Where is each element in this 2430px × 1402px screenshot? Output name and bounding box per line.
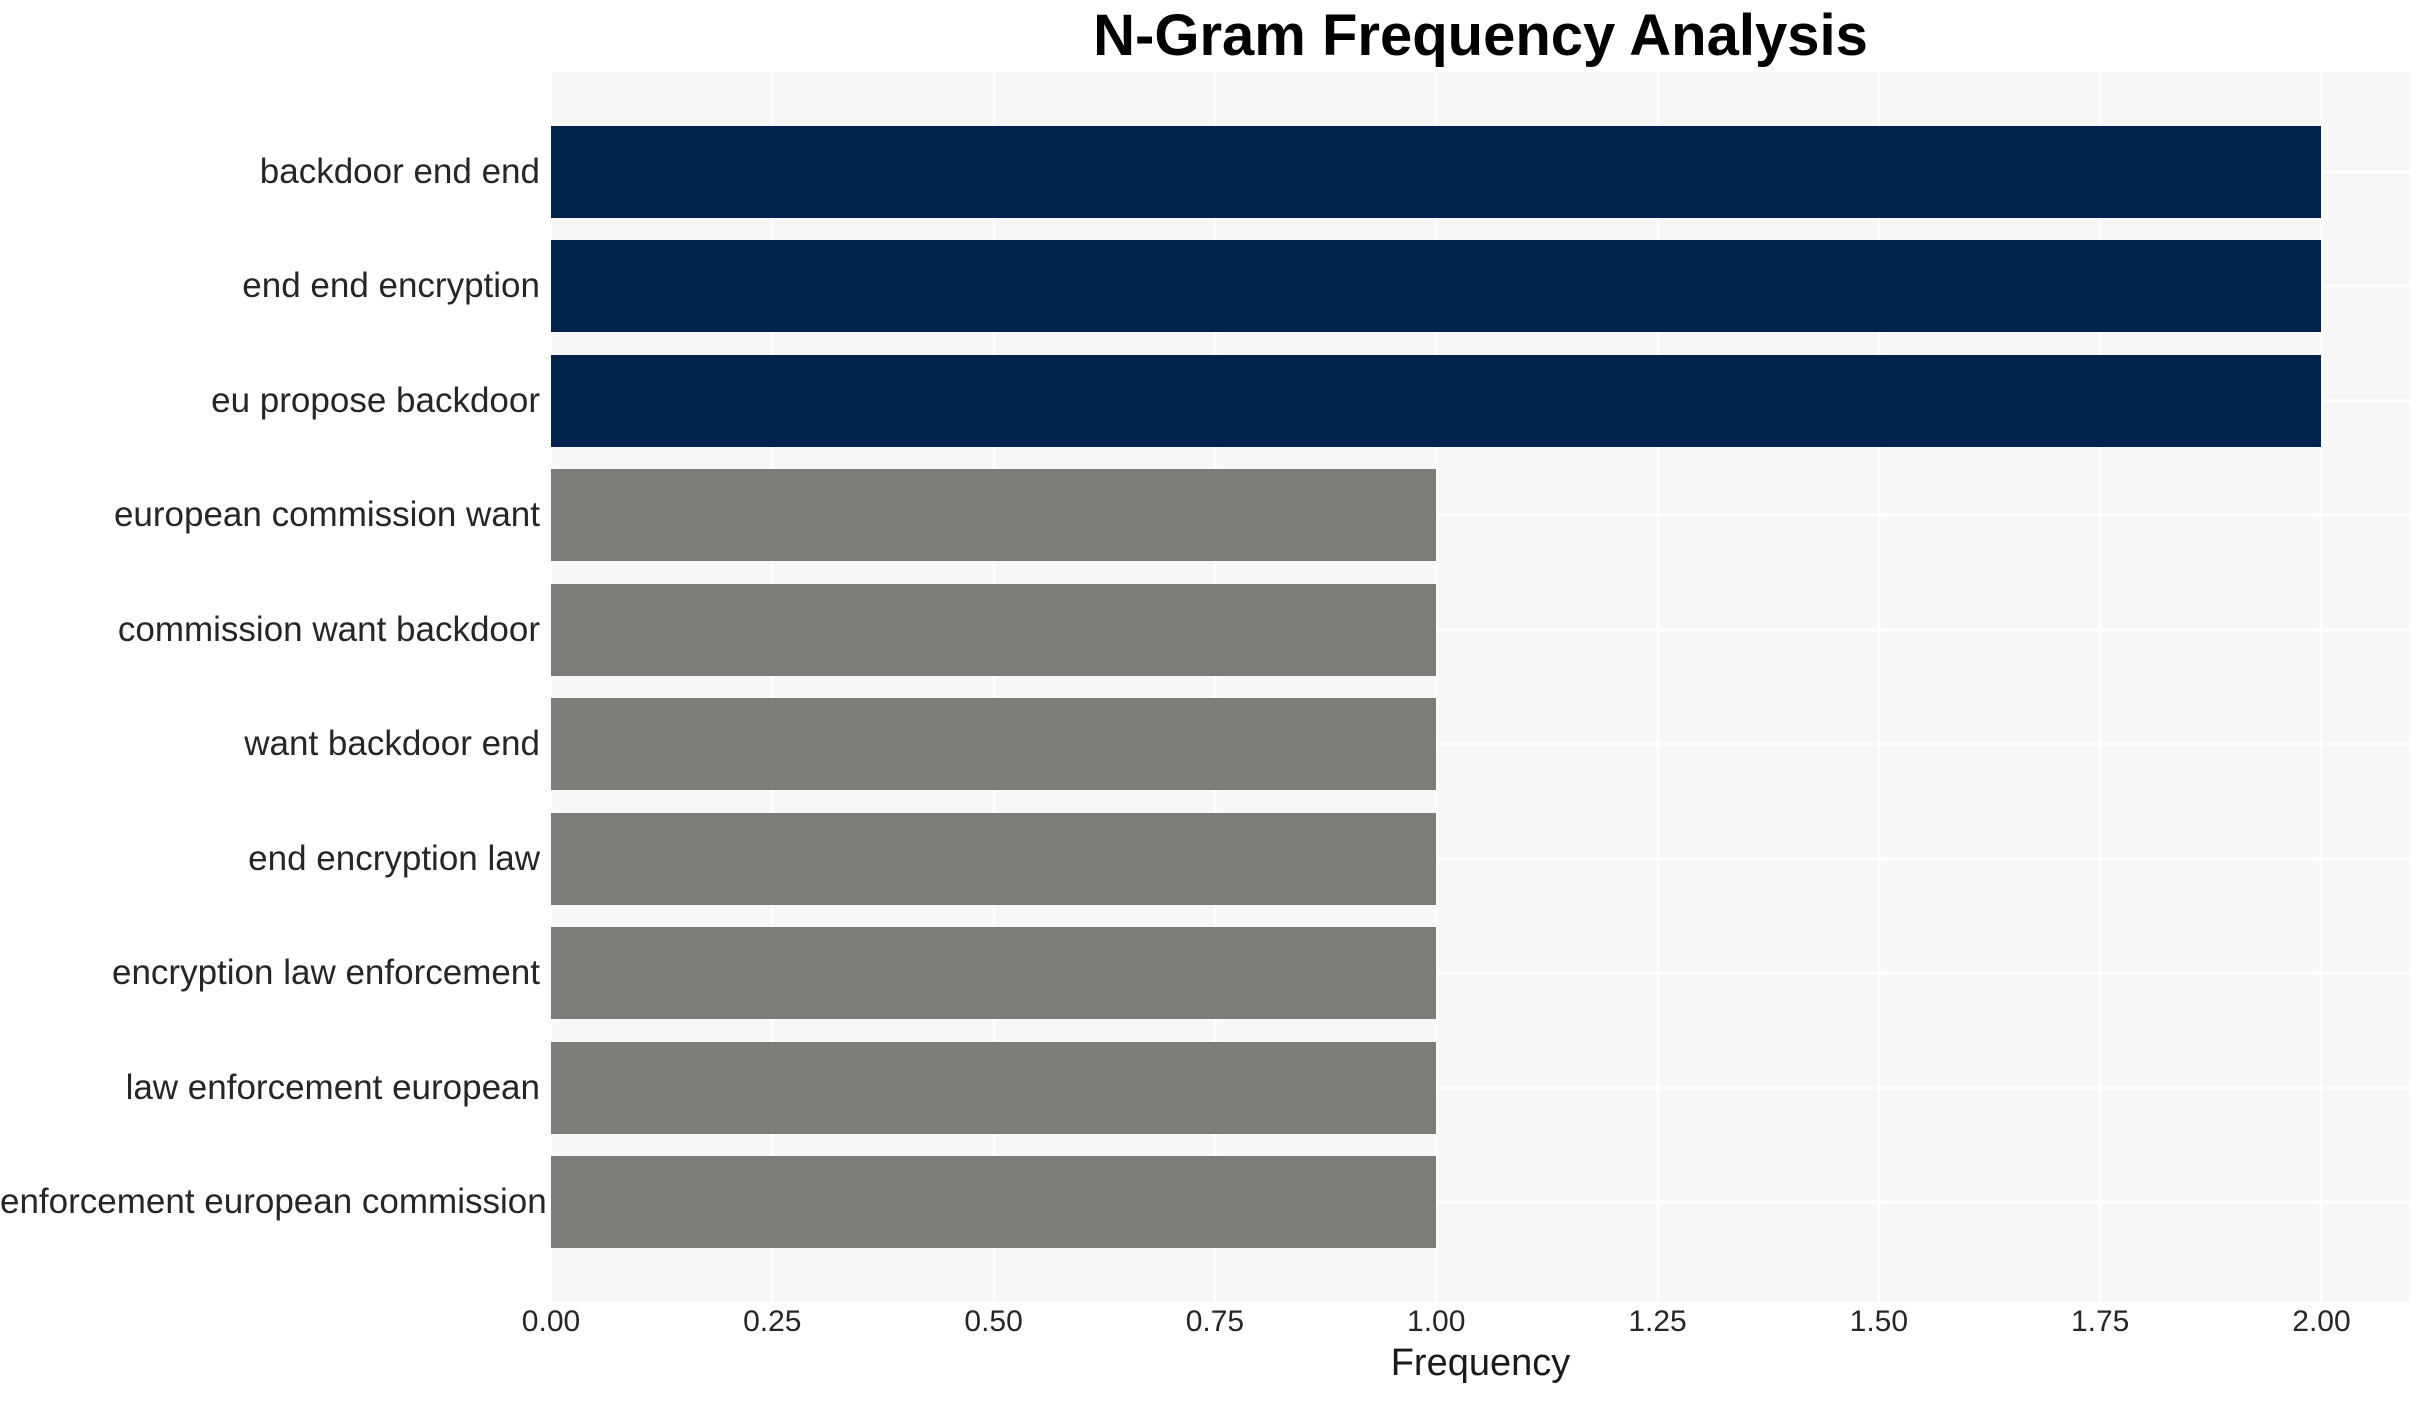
bar bbox=[551, 469, 1437, 562]
gridline-h bbox=[551, 857, 2410, 861]
x-tick-label: 1.25 bbox=[1628, 1305, 1687, 1338]
bar bbox=[551, 354, 2322, 447]
bar bbox=[551, 240, 2322, 333]
chart-title: N-Gram Frequency Analysis bbox=[1093, 3, 1868, 68]
bar bbox=[551, 812, 1437, 905]
plot-area bbox=[549, 72, 2410, 1302]
gridline-h bbox=[551, 513, 2410, 517]
x-tick-label: 1.75 bbox=[2070, 1305, 2130, 1338]
y-tick-label: eu propose backdoor bbox=[211, 380, 540, 420]
bar bbox=[551, 126, 2322, 218]
bar bbox=[551, 1155, 1437, 1248]
x-tick-label: 0.25 bbox=[743, 1305, 802, 1338]
y-tick-label: backdoor end end bbox=[259, 152, 540, 191]
x-tick-label: 0.50 bbox=[964, 1305, 1023, 1338]
x-tick-label: 2.00 bbox=[2292, 1305, 2351, 1338]
gridline-h bbox=[551, 628, 2410, 632]
gridline-v bbox=[1213, 72, 1217, 1302]
bar bbox=[551, 927, 1437, 1020]
bar bbox=[551, 583, 1437, 676]
gridline-h bbox=[551, 971, 2410, 975]
x-tick-label: 0.00 bbox=[521, 1305, 581, 1338]
gridline-v bbox=[770, 72, 774, 1302]
gridline-v bbox=[2319, 72, 2323, 1302]
x-axis-label: Frequency bbox=[1390, 1342, 1571, 1384]
gridline-h bbox=[551, 742, 2410, 746]
y-tick-label: end end encryption bbox=[242, 266, 540, 306]
gridline-v bbox=[992, 72, 996, 1302]
y-tick-label: european commission want bbox=[113, 495, 540, 535]
y-tick-label: enforcement european commission bbox=[0, 1181, 547, 1221]
gridline-v bbox=[1434, 72, 1438, 1302]
y-tick-label: end encryption law bbox=[248, 838, 540, 878]
x-tick-label: 1.50 bbox=[1849, 1305, 1909, 1338]
x-tick-label: 0.75 bbox=[1185, 1305, 1245, 1338]
gridline-h bbox=[551, 1200, 2410, 1204]
gridline-v bbox=[2098, 72, 2102, 1302]
y-tick-label: commission want backdoor bbox=[117, 609, 540, 649]
y-tick-label: encryption law enforcement bbox=[112, 953, 540, 993]
y-tick-label: want backdoor end bbox=[244, 724, 540, 764]
gridline-v bbox=[1877, 72, 1881, 1302]
bar bbox=[551, 1041, 1437, 1134]
gridline-v bbox=[549, 72, 553, 1302]
gridline-v bbox=[1656, 72, 1660, 1302]
bar bbox=[551, 698, 1437, 791]
x-tick-label: 1.00 bbox=[1407, 1305, 1466, 1338]
y-tick-label: law enforcement european bbox=[125, 1067, 540, 1107]
gridline-h bbox=[551, 1086, 2410, 1090]
